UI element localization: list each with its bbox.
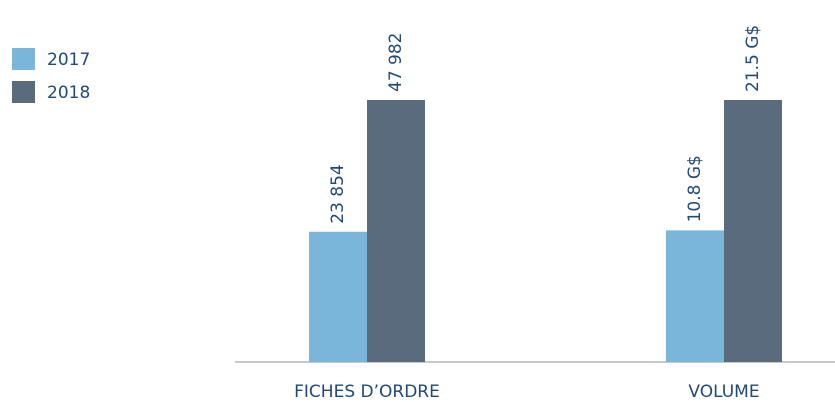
x-tick-label: FICHES D’ORDRE [294, 382, 440, 402]
value-label: 23 854 [328, 164, 348, 223]
legend-label: 2017 [47, 50, 90, 70]
bar [724, 100, 782, 362]
bar [309, 231, 367, 362]
value-label: 47 982 [386, 33, 406, 92]
legend-swatch [12, 81, 35, 103]
legend-label: 2018 [47, 83, 90, 103]
value-label: 10.8 G$ [685, 155, 705, 222]
legend-swatch [12, 48, 35, 70]
bar [367, 100, 425, 362]
value-label: 21.5 G$ [743, 25, 763, 92]
x-tick-label: VOLUME [688, 382, 759, 402]
bar [666, 230, 724, 362]
